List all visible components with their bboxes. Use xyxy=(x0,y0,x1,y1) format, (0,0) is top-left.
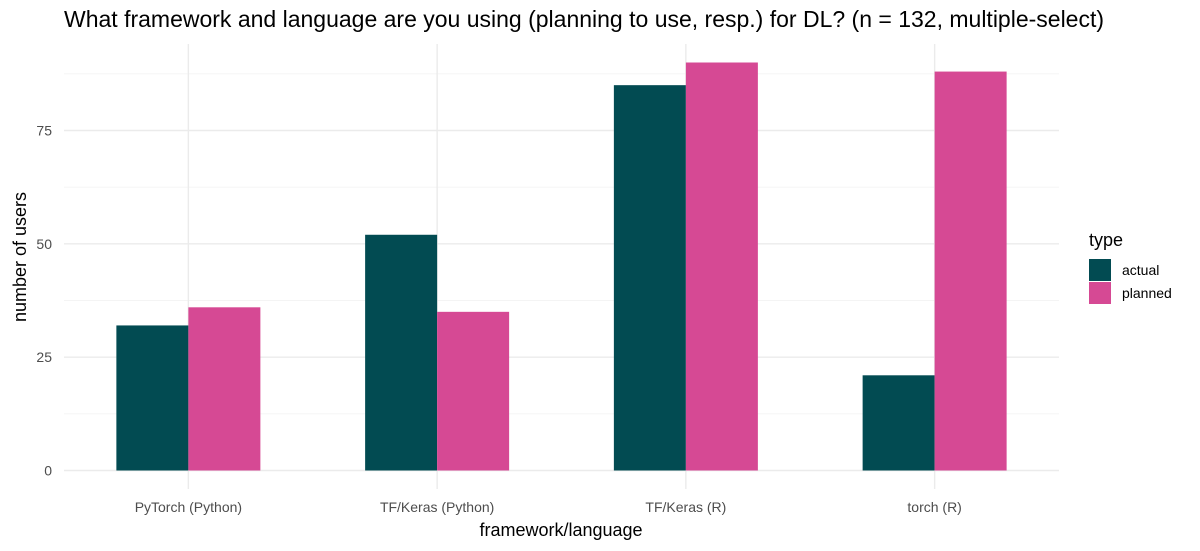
x-tick-label: torch (R) xyxy=(907,499,961,515)
x-tick-label: PyTorch (Python) xyxy=(135,499,242,515)
bar-planned xyxy=(437,311,510,471)
x-axis-ticks: PyTorch (Python) TF/Keras (Python) TF/Kera… xyxy=(135,499,962,515)
y-tick-label: 0 xyxy=(44,463,52,479)
legend-label-planned: planned xyxy=(1122,285,1172,301)
bar-actual xyxy=(365,234,438,471)
legend-label-actual: actual xyxy=(1122,262,1159,278)
y-axis-title: number of users xyxy=(10,192,30,322)
x-tick-label: TF/Keras (R) xyxy=(645,499,726,515)
legend: type actual planned xyxy=(1089,230,1172,304)
y-tick-label: 75 xyxy=(36,123,52,139)
bar-planned xyxy=(188,307,261,471)
y-tick-label: 25 xyxy=(36,349,52,365)
bar-actual xyxy=(116,325,189,471)
bar-planned xyxy=(934,71,1007,471)
chart-title: What framework and language are you usin… xyxy=(64,6,1104,32)
legend-swatch-actual xyxy=(1089,259,1111,281)
legend-swatch-planned xyxy=(1089,282,1111,304)
bars xyxy=(116,62,1007,471)
x-tick-label: TF/Keras (Python) xyxy=(380,499,494,515)
bar-planned xyxy=(685,62,758,471)
bar-actual xyxy=(613,85,686,471)
y-axis-ticks: 0 25 50 75 xyxy=(36,123,52,479)
x-axis-title: framework/language xyxy=(479,520,642,540)
bar-actual xyxy=(862,375,935,471)
y-tick-label: 50 xyxy=(36,236,52,252)
legend-title: type xyxy=(1089,230,1123,250)
